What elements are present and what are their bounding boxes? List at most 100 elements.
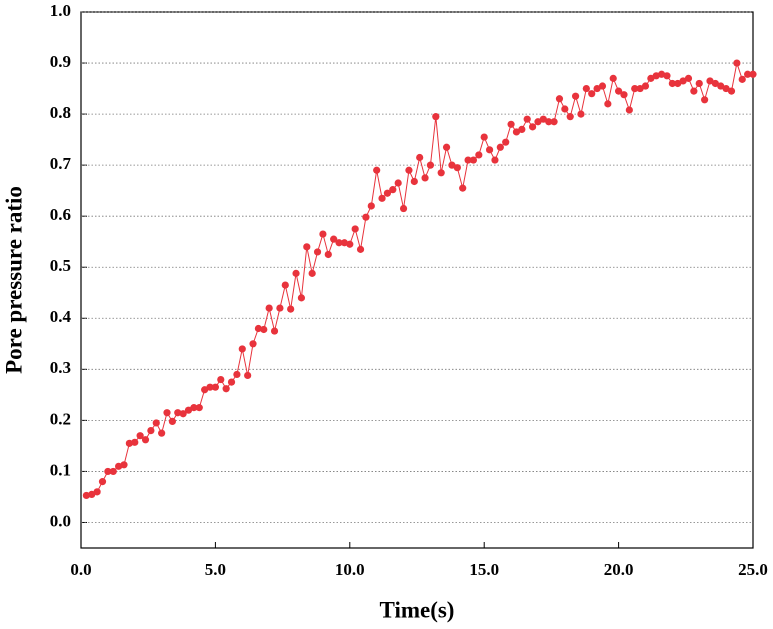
x-tick-label: 0.0 [70, 560, 91, 579]
data-point [636, 84, 644, 93]
data-point [270, 327, 279, 335]
data-point [260, 325, 268, 334]
data-point [405, 166, 413, 174]
data-point [523, 115, 531, 123]
data-point [297, 294, 306, 302]
data-point [367, 202, 375, 210]
data-point [389, 186, 397, 194]
data-point [136, 432, 144, 440]
data-point [674, 79, 682, 88]
data-point [453, 164, 461, 172]
data-point [561, 105, 569, 113]
data-point [502, 138, 510, 146]
data-point [109, 467, 117, 476]
y-tick-label: 0.5 [50, 256, 71, 275]
data-point [394, 179, 402, 187]
data-point [131, 438, 139, 446]
data-point [195, 404, 203, 412]
data-point [534, 118, 542, 126]
data-point [222, 385, 230, 393]
x-tick-label: 15.0 [469, 560, 499, 579]
data-point [566, 113, 574, 121]
data-point [604, 100, 612, 108]
data-point [555, 95, 564, 103]
data-point [163, 409, 171, 417]
data-point [378, 194, 386, 202]
data-point [577, 110, 585, 118]
data-point [351, 225, 359, 233]
data-point [727, 87, 736, 95]
data-point [620, 91, 628, 99]
data-point [324, 250, 332, 259]
data-point [356, 245, 365, 253]
data-point [373, 166, 381, 174]
data-point [550, 118, 558, 126]
data-point [571, 92, 580, 100]
data-point [233, 370, 241, 379]
data-point [485, 146, 494, 154]
data-point [545, 118, 553, 126]
data-point [93, 488, 101, 496]
data-point [491, 156, 499, 164]
y-tick-label: 0.3 [50, 358, 71, 377]
data-point [507, 120, 515, 128]
data-point [528, 123, 537, 131]
data-point [152, 419, 160, 427]
data-point [609, 74, 617, 82]
data-point [184, 406, 193, 414]
data-point [238, 345, 246, 353]
data-point [254, 324, 263, 333]
data-point [244, 371, 252, 380]
data-point [249, 340, 257, 348]
data-point [147, 426, 155, 435]
data-point [496, 143, 504, 151]
data-point [174, 409, 182, 417]
data-point [265, 304, 273, 312]
data-point [668, 79, 676, 88]
x-tick-label: 25.0 [738, 560, 768, 579]
data-point [706, 77, 714, 85]
data-line [86, 61, 753, 496]
data-point [383, 189, 392, 197]
data-point [201, 386, 209, 394]
data-point [647, 74, 655, 82]
x-tick-label: 20.0 [604, 560, 634, 579]
data-point [749, 70, 757, 78]
data-point [480, 133, 488, 141]
y-tick-label: 0.4 [50, 307, 72, 326]
data-point [303, 243, 311, 251]
data-point [442, 143, 451, 151]
data-point [82, 491, 90, 500]
data-point [512, 128, 521, 136]
data-point [281, 281, 289, 289]
data-point [679, 77, 687, 85]
data-point [104, 467, 112, 476]
y-tick-label: 1.0 [50, 1, 71, 20]
data-point [738, 75, 746, 83]
data-point [416, 153, 424, 162]
data-point [701, 96, 709, 104]
data-point [437, 169, 445, 177]
data-point [615, 87, 623, 95]
data-point [287, 305, 295, 313]
data-point [684, 74, 693, 82]
data-point [330, 235, 338, 243]
data-point [733, 59, 741, 67]
data-point [582, 84, 590, 93]
data-point [346, 240, 354, 248]
data-point [469, 156, 478, 164]
data-point [168, 417, 176, 426]
data-point [410, 177, 418, 186]
data-point [211, 383, 219, 391]
data-point [663, 72, 671, 80]
data-point [432, 113, 440, 121]
y-tick-label: 0.9 [50, 52, 71, 71]
data-point [421, 174, 429, 182]
data-point [588, 90, 596, 98]
data-point [292, 269, 300, 277]
x-tick-label: 5.0 [205, 560, 226, 579]
data-point [625, 106, 633, 114]
data-point [695, 79, 703, 88]
data-point [98, 478, 107, 486]
